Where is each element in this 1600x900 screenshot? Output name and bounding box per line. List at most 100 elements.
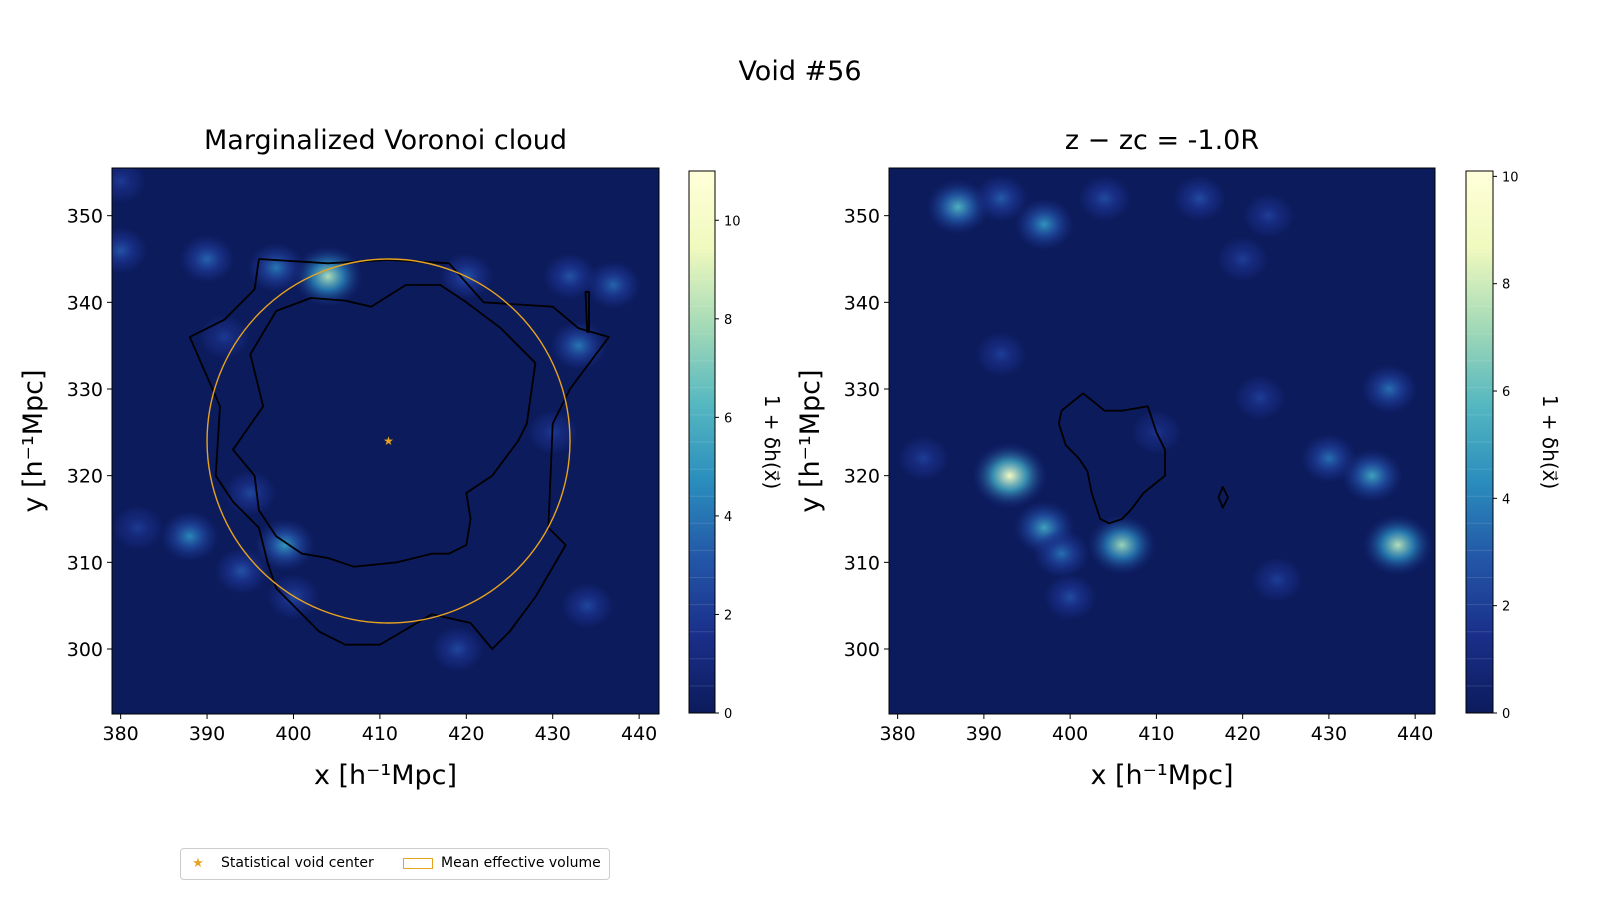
density-peak [561, 583, 614, 629]
colorbar-gradient [689, 171, 715, 713]
chart-panel-1: ★380 390 400 410 420 430 440300310320330340350… [18, 125, 784, 791]
legend-center-label: Statistical void center [221, 855, 374, 871]
density-peak [1078, 175, 1131, 222]
colorbar-tick-label: 2 [1502, 600, 1510, 615]
y-tick-label: 310 [844, 552, 880, 574]
rectangle-icon [403, 857, 433, 869]
contour-blob [1058, 392, 1166, 525]
colorbar-label: 1 + δh(x⃗) [760, 395, 784, 490]
density-peak [293, 246, 363, 307]
y-axis-label: y [h⁻¹Mpc] [795, 369, 826, 512]
chart-title: Marginalized Voronoi cloud [204, 125, 567, 156]
density-peak [1341, 449, 1403, 503]
y-tick-label: 350 [67, 206, 103, 228]
density-peak [160, 510, 219, 562]
colorbar-tick-label: 2 [724, 608, 732, 623]
density-peak [1087, 515, 1157, 575]
colorbar-gradient [1466, 171, 1493, 713]
x-tick-label: 410 [1138, 723, 1174, 745]
colorbar-frame [1465, 170, 1494, 714]
colorbar-label: 1 + δh(x⃗) [1538, 395, 1562, 490]
y-axis-label: y [h⁻¹Mpc] [18, 369, 49, 512]
density-peak [179, 235, 235, 283]
colorbar-tick-label: 10 [724, 214, 741, 229]
chart-title: z − zc = -1.0R [1065, 125, 1259, 156]
density-peak [112, 227, 148, 274]
density-peak [1251, 557, 1303, 602]
density-peak [975, 332, 1027, 377]
density-peak [1361, 364, 1418, 414]
y-tick-label: 310 [67, 552, 103, 574]
contour-spike [584, 291, 590, 333]
legend-entry-center: ★ Statistical void center [187, 855, 374, 871]
star-icon: ★ [192, 855, 204, 871]
effective-volume-circle [206, 258, 571, 624]
legend: ★ Statistical void center Mean effective… [180, 848, 610, 880]
colorbar-tick-label: 10 [1502, 170, 1519, 185]
legend-volume-label: Mean effective volume [441, 855, 601, 871]
density-peak [974, 174, 1029, 222]
x-tick-label: 430 [1311, 723, 1347, 745]
axes-frame [111, 167, 660, 715]
y-tick-label: 330 [67, 379, 103, 401]
colorbar: 0 2 4 6 8 10 1 + δh(x⃗) [688, 170, 784, 722]
density-peak [1234, 375, 1286, 420]
colorbar: 0 2 4 6 8 10 1 + δh(x⃗) [1465, 170, 1562, 722]
heatmap [898, 174, 1433, 620]
density-peak [1173, 175, 1226, 222]
x-tick-label: 420 [448, 723, 484, 745]
density-peak [112, 505, 164, 550]
density-peak [431, 626, 484, 672]
colorbar-tick-label: 6 [1502, 385, 1510, 400]
y-tick-label: 300 [67, 639, 103, 661]
y-tick-label: 300 [844, 639, 880, 661]
heatmap: ★ [112, 168, 641, 672]
axes-frame [888, 167, 1436, 715]
x-tick-label: 400 [275, 723, 311, 745]
density-peak [1300, 433, 1357, 483]
density-peak [1043, 574, 1097, 620]
legend-entry-volume: Mean effective volume [403, 855, 601, 871]
y-tick-label: 330 [844, 379, 880, 401]
density-peak [1014, 198, 1075, 251]
colorbar-tick-label: 4 [724, 510, 732, 525]
colorbar-tick-label: 0 [724, 707, 732, 722]
density-peak [1362, 514, 1433, 576]
y-tick-label: 320 [844, 466, 880, 488]
density-peak [898, 436, 949, 481]
y-tick-label: 350 [844, 206, 880, 228]
y-tick-label: 340 [67, 292, 103, 314]
x-axis-label: x [h⁻¹Mpc] [314, 760, 457, 791]
x-tick-label: 390 [966, 723, 1002, 745]
y-tick-label: 340 [844, 292, 880, 314]
density-peak [199, 315, 250, 359]
colorbar-tick-label: 8 [724, 313, 732, 328]
colorbar-tick-label: 6 [724, 411, 732, 426]
figure-suptitle: Void #56 [738, 56, 862, 87]
colorbar-tick-label: 8 [1502, 278, 1510, 293]
y-tick-label: 320 [67, 466, 103, 488]
density-peak [214, 547, 269, 595]
density-peak [224, 470, 277, 516]
density-peak [247, 242, 305, 293]
contour-inner [232, 284, 537, 568]
density-peak [926, 179, 990, 235]
x-tick-label: 380 [879, 723, 915, 745]
x-tick-label: 430 [535, 723, 571, 745]
contour-small [1217, 486, 1229, 509]
density-peak [543, 253, 597, 300]
density-peak [254, 518, 315, 572]
contour-outer [188, 258, 610, 650]
colorbar-tick-label: 4 [1502, 492, 1510, 507]
colorbar-frame [688, 170, 716, 714]
x-tick-label: 420 [1225, 723, 1261, 745]
density-peak [1217, 236, 1269, 282]
x-tick-label: 390 [189, 723, 225, 745]
density-peak [1243, 193, 1294, 238]
chart-panel-2: 380 390 400 410 420 430 440300310320330340350z… [795, 125, 1562, 791]
density-peak [267, 574, 320, 620]
x-axis-label: x [h⁻¹Mpc] [1090, 760, 1233, 791]
x-tick-label: 440 [1397, 723, 1433, 745]
void-center-marker: ★ [383, 434, 394, 448]
